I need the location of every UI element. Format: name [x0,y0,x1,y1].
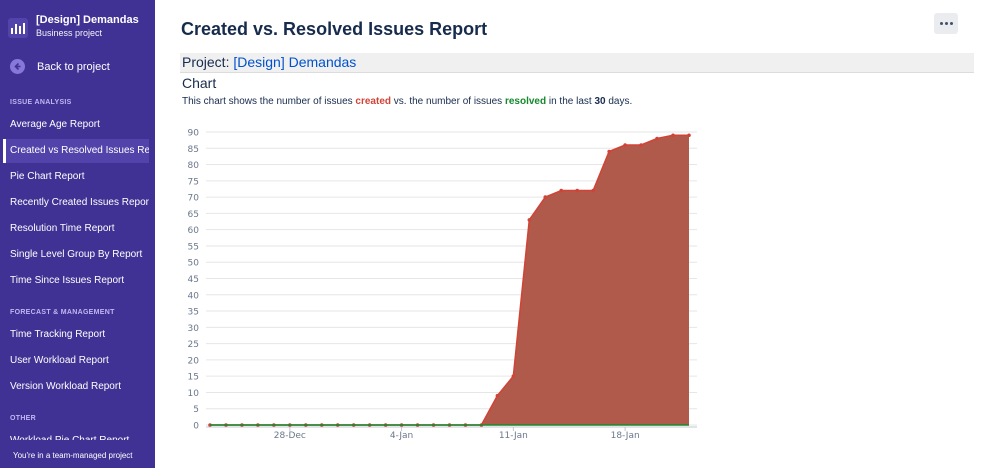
sidebar-item-created-vs-resolved[interactable]: Created vs Resolved Issues Report [3,139,149,163]
y-tick-label: 75 [188,177,199,187]
y-tick-label: 45 [188,275,199,285]
section-issue-analysis: ISSUE ANALYSIS [10,99,72,106]
y-tick-label: 25 [188,340,199,350]
y-tick-label: 40 [188,291,200,301]
created-area [210,135,689,425]
y-tick-label: 90 [188,129,200,139]
created-keyword: created [355,96,391,107]
project-name: [Design] Demandas [36,14,139,26]
y-tick-label: 20 [188,356,200,366]
y-tick-label: 85 [188,145,199,155]
more-actions-button[interactable] [934,13,958,34]
y-tick-label: 30 [188,324,200,334]
created-point [543,195,548,199]
back-to-project-label: Back to project [37,60,110,73]
created-point [639,143,643,147]
y-tick-label: 5 [193,405,199,415]
team-managed-notice: You're in a team-managed project [0,440,155,468]
project-link[interactable]: [Design] Demandas [233,54,357,70]
y-tick-label: 50 [188,259,200,269]
sidebar-item-time-tracking[interactable]: Time Tracking Report [10,329,106,340]
sidebar-item-version-workload[interactable]: Version Workload Report [10,381,121,392]
created-point [655,136,659,141]
project-label: Project: [182,54,230,70]
created-point [495,393,500,398]
y-tick-label: 60 [188,226,200,236]
sidebar-item-resolution-time[interactable]: Resolution Time Report [10,223,115,234]
y-tick-label: 55 [188,242,199,252]
sidebar-item-time-since-issues[interactable]: Time Since Issues Report [10,275,125,286]
x-tick-label: 11-Jan [499,431,528,441]
created-point [511,374,516,378]
created-point [687,133,691,138]
sidebar: [Design] Demandas Business project Back … [0,0,155,468]
created-point [591,188,595,193]
sidebar-item-single-level-group-by[interactable]: Single Level Group By Report [10,249,143,260]
project-bar: Project: [Design] Demandas [180,53,974,73]
chart-description: This chart shows the number of issues cr… [182,96,633,107]
back-to-project-link[interactable]: Back to project [10,59,110,74]
y-tick-label: 0 [193,422,199,432]
y-tick-label: 10 [188,389,200,399]
created-point [559,188,564,193]
created-point [575,188,580,193]
y-tick-label: 70 [188,194,200,204]
project-avatar-icon [8,18,28,38]
arrow-left-icon [10,59,25,74]
page-title: Created vs. Resolved Issues Report [181,19,488,39]
x-tick-label: 28-Dec [274,431,306,441]
project-type: Business project [36,28,103,38]
created-vs-resolved-chart: 0 5 10 15 20 25 30 35 40 45 50 55 60 65 70 75 80 85 90 28-D… [188,129,697,441]
chart-heading: Chart [182,75,217,91]
x-tick-label: 4-Jan [390,431,413,441]
y-tick-label: 35 [188,308,199,318]
created-point [671,133,675,138]
sidebar-item-average-age[interactable]: Average Age Report [10,119,100,130]
y-tick-label: 65 [188,210,199,220]
project-header[interactable]: [Design] Demandas Business project [8,13,139,40]
created-point [607,149,611,154]
days-count: 30 [594,96,606,107]
resolved-keyword: resolved [504,96,547,107]
sidebar-item-pie-chart[interactable]: Pie Chart Report [10,171,85,182]
y-tick-label: 80 [188,161,200,171]
created-point [527,218,532,222]
sidebar-item-user-workload[interactable]: User Workload Report [10,355,109,366]
sidebar-item-recently-created[interactable]: Recently Created Issues Report [10,197,149,208]
created-point [623,143,627,147]
section-other: OTHER [10,415,36,422]
y-tick-label: 15 [188,373,199,383]
more-dots-icon [939,22,943,25]
x-tick-label: 18-Jan [611,431,640,441]
main-content: Created vs. Resolved Issues Report Proje… [155,0,999,468]
section-forecast-management: FORECAST & MANAGEMENT [10,309,115,316]
